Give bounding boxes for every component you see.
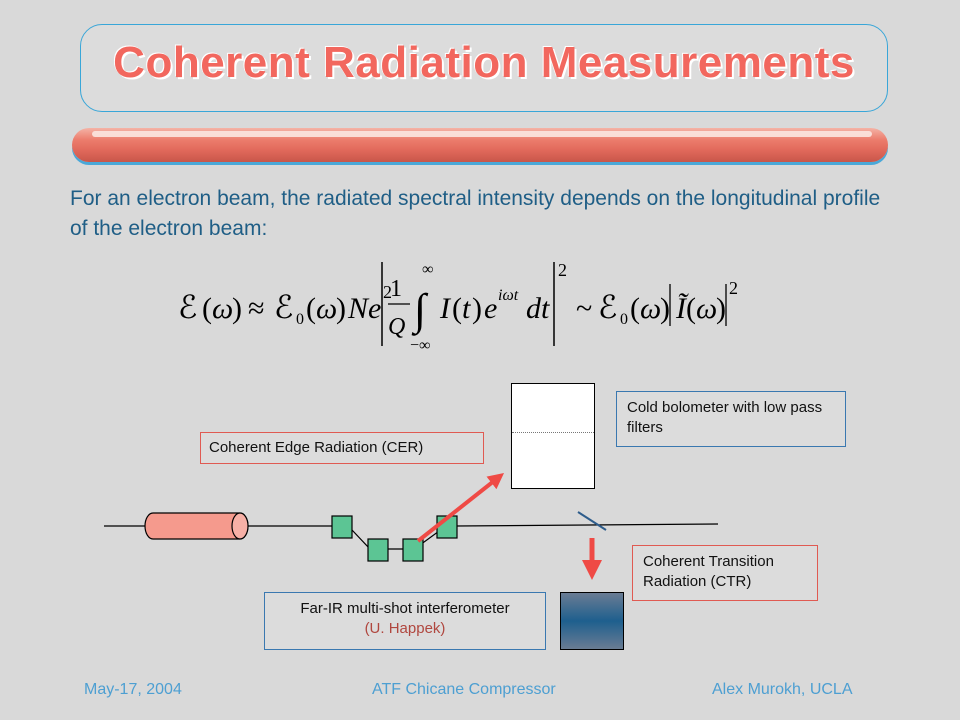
ctr-label: Coherent Transition Radiation (CTR) — [632, 545, 818, 601]
svg-text:ω: ω — [696, 292, 717, 325]
svg-text:ℰ: ℰ — [274, 289, 293, 325]
svg-text:Ne: Ne — [347, 292, 381, 325]
svg-text:ω: ω — [212, 292, 233, 325]
ctr-foil — [577, 511, 607, 531]
dipole-magnet-2 — [367, 538, 389, 562]
spectral-intensity-formula: ℰ ( ω ) ≈ ℰ 0 ( ω ) Ne 2 1 Q ∞ ∫ −∞ I ( … — [178, 260, 738, 354]
slide-title: Coherent Radiation Measurements — [113, 38, 855, 87]
svg-text:Q: Q — [388, 314, 405, 340]
svg-text:iωt: iωt — [498, 287, 519, 304]
bolometer-window — [511, 383, 595, 489]
bolometer-label: Cold bolometer with low pass filters — [616, 391, 846, 447]
svg-text:t: t — [462, 292, 471, 325]
svg-text:dt: dt — [526, 292, 550, 325]
svg-text:(: ( — [202, 292, 212, 325]
svg-text:2: 2 — [558, 260, 567, 280]
svg-text:(: ( — [306, 292, 316, 325]
cer-arrow — [416, 473, 505, 543]
svg-text:0: 0 — [620, 311, 628, 328]
svg-text:): ) — [472, 292, 482, 325]
svg-text:ω: ω — [316, 292, 337, 325]
svg-text:Ĩ: Ĩ — [675, 292, 689, 325]
svg-text:−∞: −∞ — [410, 337, 430, 354]
footer-author: Alex Murokh, UCLA — [712, 681, 853, 698]
footer-center: ATF Chicane Compressor — [372, 681, 556, 698]
title-bar-highlight — [92, 131, 872, 137]
interferometer-label: Far-IR multi-shot interferometer (U. Hap… — [264, 592, 546, 650]
svg-text:): ) — [716, 292, 726, 325]
svg-text:0: 0 — [296, 311, 304, 328]
dipole-magnet-4 — [436, 515, 458, 539]
interferometer-detector — [560, 592, 624, 650]
electron-gun — [144, 512, 249, 540]
svg-text:ℰ: ℰ — [178, 289, 197, 325]
svg-text:): ) — [336, 292, 346, 325]
cer-label: Coherent Edge Radiation (CER) — [200, 432, 484, 464]
svg-text:1: 1 — [390, 276, 402, 302]
chicane-beam-path — [341, 525, 447, 550]
intro-text: For an electron beam, the radiated spect… — [70, 187, 881, 240]
svg-text:): ) — [232, 292, 242, 325]
svg-text:(: ( — [630, 292, 640, 325]
svg-text:(: ( — [452, 292, 462, 325]
interferometer-credit: (U. Happek) — [364, 620, 446, 637]
interferometer-title: Far-IR multi-shot interferometer — [300, 600, 510, 617]
svg-text:ℰ: ℰ — [598, 289, 617, 325]
svg-text:∫: ∫ — [411, 285, 429, 336]
svg-text:~: ~ — [576, 292, 592, 325]
svg-text:2: 2 — [729, 278, 738, 298]
beam-pipe-downstream — [455, 523, 719, 527]
svg-text:2: 2 — [383, 282, 392, 302]
svg-text:∞: ∞ — [422, 261, 433, 278]
footer-date: May-17, 2004 — [84, 681, 182, 698]
dipole-magnet-3 — [402, 538, 424, 562]
svg-text:I: I — [439, 292, 452, 325]
svg-text:): ) — [660, 292, 670, 325]
bolometer-filter-line — [512, 432, 594, 433]
title-frame — [80, 24, 888, 112]
svg-text:(: ( — [686, 292, 696, 325]
svg-text:≈: ≈ — [248, 292, 264, 325]
dipole-magnet-1 — [331, 515, 353, 539]
svg-text:ω: ω — [640, 292, 661, 325]
svg-text:e: e — [484, 292, 497, 325]
